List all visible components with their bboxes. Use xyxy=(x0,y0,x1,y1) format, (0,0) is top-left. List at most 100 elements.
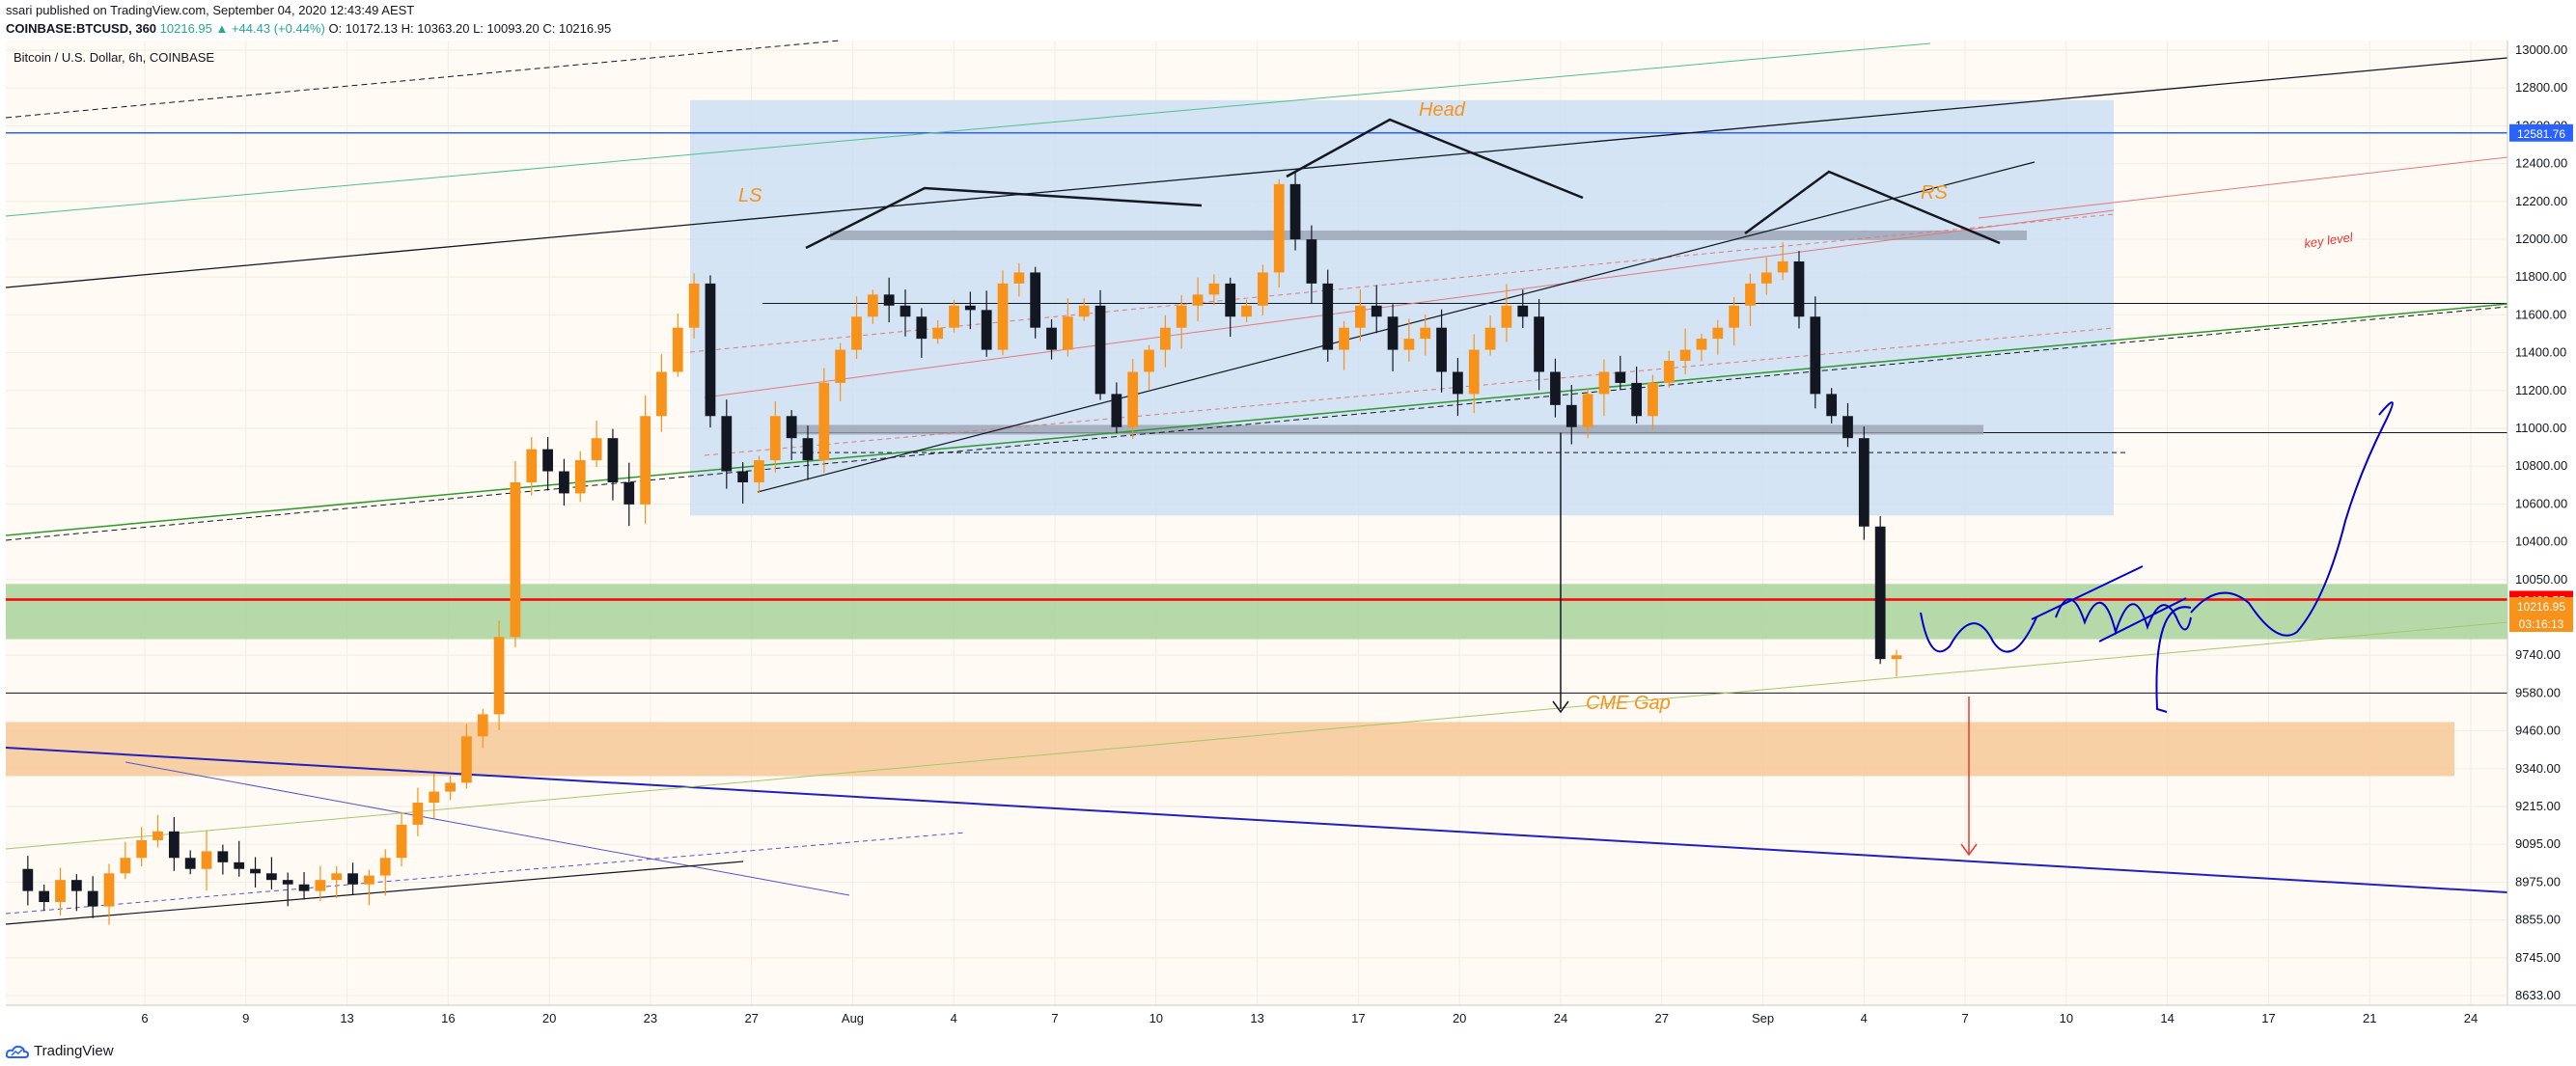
time-axis[interactable] xyxy=(6,1005,2507,1034)
time-tick-label: 17 xyxy=(1351,1011,1365,1025)
time-tick-label: 21 xyxy=(2363,1011,2376,1025)
price-tag-bg xyxy=(2509,123,2573,142)
candle-body xyxy=(1582,394,1593,427)
symbol-label[interactable]: COINBASE:BTCUSD, 360 xyxy=(6,21,157,36)
time-tick-label: 20 xyxy=(1453,1011,1466,1025)
candle-body xyxy=(1355,305,1366,328)
candle-body xyxy=(949,305,959,328)
price-tick-label: 11000.00 xyxy=(2515,421,2566,435)
rs-outline xyxy=(1744,170,2001,245)
candle-body xyxy=(1468,349,1480,395)
label-key-level: key level xyxy=(2303,230,2354,251)
candle-body xyxy=(55,880,66,903)
zones-layer xyxy=(6,99,2507,777)
price-tick-label: 12800.00 xyxy=(2515,80,2567,95)
candle-body xyxy=(1453,371,1463,395)
candle-body xyxy=(120,858,131,874)
candle-body xyxy=(1306,239,1317,284)
candle-body xyxy=(1501,305,1512,328)
candle-body xyxy=(640,416,651,505)
candle-body xyxy=(1648,382,1658,417)
candle-body xyxy=(152,831,163,840)
price-tick-label: 9740.00 xyxy=(2515,647,2561,662)
time-tick-label: 6 xyxy=(141,1011,148,1025)
candle-body xyxy=(1225,283,1236,317)
candle-body xyxy=(1712,327,1724,340)
candle-body xyxy=(217,851,229,862)
footer: TradingView xyxy=(0,1039,2576,1066)
price-tick-label: 12000.00 xyxy=(2515,232,2567,246)
time-tick-label: Aug xyxy=(842,1011,864,1025)
candle-body xyxy=(705,283,716,417)
candle-body xyxy=(851,316,862,350)
time-axis-labels: 6 9 13 16 20 23 27 Aug 4 7 10 13 17 20 24 27 Sep 4 7 10 14 17… xyxy=(141,1011,2478,1025)
candle-body xyxy=(656,371,667,417)
time-tick-label: 16 xyxy=(441,1011,455,1025)
time-tick-label: 10 xyxy=(2060,1011,2073,1025)
time-tick-label: Sep xyxy=(1752,1011,1774,1025)
candle-body xyxy=(1078,305,1090,317)
candle-body xyxy=(1094,305,1106,395)
price-axis[interactable] xyxy=(2507,41,2576,1005)
candle-body xyxy=(103,873,115,907)
candle-body xyxy=(347,873,358,885)
candle-body xyxy=(1777,260,1788,273)
target-arrowhead xyxy=(1960,843,1978,857)
label-head: Head xyxy=(1419,99,1466,121)
candle-body xyxy=(623,481,635,505)
candle-body xyxy=(1631,382,1643,417)
candle-body xyxy=(1322,283,1334,350)
candle-body xyxy=(477,714,488,737)
candle-body xyxy=(1436,327,1447,372)
candle-body xyxy=(1241,305,1252,317)
candle-body xyxy=(510,481,521,638)
candle-body xyxy=(87,890,98,907)
time-tick-label: 23 xyxy=(644,1011,657,1025)
pattern-box xyxy=(690,99,2114,516)
price-chart[interactable]: Head LS RS key level CME Gap 13000.00 12800.0… xyxy=(0,0,2576,1039)
price-tick-label: 9215.00 xyxy=(2515,799,2561,813)
candle-body xyxy=(1176,305,1187,328)
trendlines-layer xyxy=(5,40,2508,925)
price-tick-label: 9460.00 xyxy=(2515,724,2561,738)
price-tick-label: 13000.00 xyxy=(2515,42,2567,57)
price-tag-label: 03:16:13 xyxy=(2519,617,2564,631)
candle-body xyxy=(379,858,391,876)
candle-body xyxy=(1598,371,1610,395)
time-tick-label: 20 xyxy=(542,1011,556,1025)
candle-body xyxy=(721,416,733,472)
candle-body xyxy=(1403,339,1415,350)
candle-body xyxy=(835,349,846,383)
candle-body xyxy=(282,880,293,885)
candle-body xyxy=(672,327,683,372)
time-tick-label: 24 xyxy=(2464,1011,2478,1025)
candle-body xyxy=(997,283,1009,350)
candle-body xyxy=(1679,349,1691,362)
lower-black-line xyxy=(5,861,744,925)
candle-body xyxy=(1484,327,1496,350)
candle-body xyxy=(916,316,928,340)
projection-stroke xyxy=(2190,401,2394,637)
candle-body xyxy=(688,283,700,328)
candle-body xyxy=(1062,316,1073,350)
time-tick-label: 7 xyxy=(1961,1011,1968,1025)
candle-body xyxy=(559,471,569,494)
time-tick-label: 10 xyxy=(1150,1011,1163,1025)
tradingview-logo[interactable]: TradingView xyxy=(6,1043,114,1059)
candle-body xyxy=(1696,339,1707,350)
candles-layer xyxy=(22,172,1902,925)
price-tick-label: 10800.00 xyxy=(2515,458,2567,473)
candle-body xyxy=(1127,371,1139,427)
candle-body xyxy=(234,861,245,869)
candle-body xyxy=(1874,526,1886,660)
time-tick-label: 27 xyxy=(1655,1011,1669,1025)
candle-body xyxy=(542,449,553,472)
candle-body xyxy=(1273,183,1285,273)
candle-body xyxy=(607,438,619,482)
projection-stroke xyxy=(2155,606,2192,713)
candle-body xyxy=(412,803,424,825)
publisher-line: ssari published on TradingView.com, Sept… xyxy=(6,3,415,17)
candle-body xyxy=(1534,316,1544,372)
descending-blue-line xyxy=(5,747,2508,893)
price-tick-label: 8745.00 xyxy=(2515,950,2561,965)
